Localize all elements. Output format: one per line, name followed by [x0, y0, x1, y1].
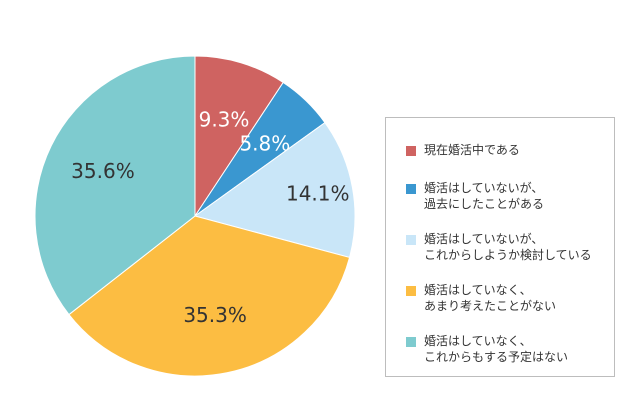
pie-slice-considering: [193, 121, 356, 259]
legend-swatch: [406, 184, 416, 194]
legend-label: 婚活はしていないが、 これからしようか検討している: [424, 232, 592, 262]
legend-swatch: [406, 286, 416, 296]
slice-value-label: 5.8%: [239, 131, 290, 155]
pie-slice-no-plans: [34, 55, 196, 316]
legend-label: 婚活はしていなく、 あまり考えたことがない: [424, 283, 557, 313]
slice-value-label: 35.6%: [71, 159, 135, 183]
legend-label: 婚活はしていないが、 過去にしたことがある: [424, 181, 545, 211]
pie-slice-never-thought: [68, 215, 351, 377]
legend-label: 現在婚活中である: [424, 143, 520, 157]
slice-value-label: 35.3%: [183, 303, 247, 327]
legend: 現在婚活中である 婚活はしていないが、 過去にしたことがある 婚活はしていないが…: [385, 117, 615, 377]
legend-swatch: [406, 235, 416, 245]
legend-swatch: [406, 146, 416, 156]
slice-value-label: 9.3%: [199, 107, 250, 131]
slice-value-label: 14.1%: [286, 182, 350, 206]
legend-label: 婚活はしていなく、 これからもする予定はない: [424, 334, 569, 364]
legend-swatch: [406, 337, 416, 347]
pie-slice-currently-active: [194, 55, 284, 218]
